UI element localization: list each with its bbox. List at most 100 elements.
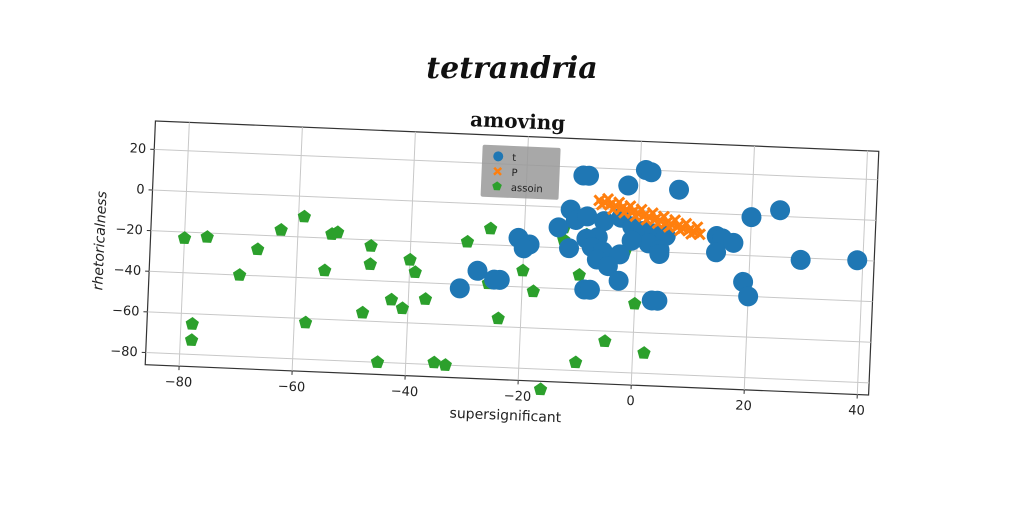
legend-marker-assoin: [492, 181, 502, 191]
data-point-t: [594, 211, 615, 232]
legend-label-assoin: assoin: [511, 183, 543, 195]
data-point-t: [484, 269, 505, 290]
data-point-assoin: [460, 234, 475, 248]
data-point-assoin: [363, 257, 377, 271]
x-tick-label: −40: [390, 384, 418, 400]
x-tick-label: −20: [503, 389, 531, 405]
data-point-t: [647, 290, 668, 311]
y-tick-label: 0: [136, 182, 145, 197]
plot-area: −80 −60 −40 −20 0 20 40 20 0 −20 −40 −60 −80 amoving…: [90, 107, 880, 427]
data-point-assoin: [572, 268, 586, 281]
data-point-t: [847, 250, 868, 271]
legend-marker-t: [493, 151, 504, 162]
data-point-assoin: [364, 238, 378, 252]
data-layer: [177, 159, 868, 396]
data-point-assoin: [484, 221, 498, 235]
data-point-assoin: [200, 230, 214, 243]
data-point-assoin: [251, 242, 265, 256]
x-tick-label: 40: [848, 403, 865, 419]
x-tick-label: 20: [735, 398, 752, 414]
data-point-assoin: [370, 355, 385, 369]
data-point-P: [635, 203, 648, 216]
y-gridline: [145, 352, 870, 384]
data-point-assoin: [516, 263, 530, 277]
legend-label-t: t: [512, 153, 516, 164]
data-point-t: [597, 256, 618, 277]
x-tick-label: −80: [164, 375, 192, 391]
data-point-t: [770, 200, 791, 221]
data-point-P: [612, 196, 626, 209]
data-point-assoin: [427, 355, 441, 369]
data-point-assoin: [628, 296, 642, 310]
data-point-assoin: [568, 355, 583, 369]
data-point-t: [608, 270, 629, 291]
x-axis-label: supersignificant: [449, 406, 562, 427]
data-point-P: [601, 192, 615, 206]
data-point-t: [738, 286, 759, 307]
data-point-assoin: [331, 225, 345, 239]
data-point-assoin: [408, 265, 422, 279]
legend-marker-P: [493, 166, 503, 176]
data-point-assoin: [637, 346, 651, 359]
data-point-t: [548, 217, 569, 238]
data-point-assoin: [318, 263, 332, 277]
data-point-assoin: [298, 315, 313, 329]
y-tick-label: −60: [112, 303, 140, 319]
data-point-assoin: [533, 382, 548, 396]
data-point-t: [577, 206, 598, 227]
data-point-t: [467, 260, 488, 281]
x-tick-label: −60: [277, 379, 305, 395]
data-point-assoin: [274, 223, 288, 236]
data-point-t: [449, 278, 470, 299]
y-axis-label: rhetoricalness: [90, 191, 110, 291]
y-tick-label: 20: [129, 141, 146, 157]
data-point-assoin: [598, 334, 612, 348]
data-point-assoin: [297, 209, 312, 223]
data-point-P: [624, 199, 637, 213]
axis-ticks: −80 −60 −40 −20 0 20 40 20 0 −20 −40 −60 −80: [110, 141, 865, 419]
chart-title: amoving: [470, 107, 566, 135]
data-point-t: [513, 238, 534, 259]
x-tick-label: 0: [626, 394, 635, 409]
data-point-t: [579, 165, 600, 186]
data-point-assoin: [232, 268, 247, 281]
data-point-t: [621, 230, 642, 251]
data-point-assoin: [526, 284, 541, 298]
x-gridline: [291, 127, 303, 371]
plot-frame: [144, 120, 880, 396]
data-point-P: [646, 206, 659, 220]
data-point-t: [618, 175, 639, 196]
y-gridline: [147, 311, 871, 343]
data-point-assoin: [418, 292, 433, 305]
x-gridline: [743, 146, 755, 390]
data-point-assoin: [395, 301, 410, 315]
data-point-assoin: [384, 292, 399, 306]
data-point-P: [668, 213, 682, 227]
data-point-P: [679, 217, 693, 230]
data-point-assoin: [438, 358, 452, 371]
data-point-P: [691, 220, 704, 234]
chart-suptitle: tetrandria: [426, 51, 597, 86]
data-point-t: [790, 249, 811, 270]
data-point-t: [723, 232, 744, 253]
data-point-t: [579, 279, 600, 300]
data-point-assoin: [177, 231, 192, 245]
y-tick-label: −40: [113, 263, 141, 279]
x-gridline: [856, 150, 868, 395]
x-gridline: [630, 141, 642, 386]
data-point-assoin: [491, 311, 505, 325]
data-point-assoin: [184, 333, 199, 347]
data-point-t: [706, 242, 727, 263]
x-gridline: [178, 122, 190, 367]
data-point-t: [669, 179, 690, 200]
data-point-t: [641, 162, 662, 183]
data-point-t: [559, 238, 580, 259]
y-tick-label: −80: [110, 344, 138, 360]
data-point-assoin: [185, 316, 199, 330]
data-point-t: [649, 244, 670, 265]
data-point-assoin: [355, 305, 370, 319]
data-point-t: [741, 207, 762, 228]
data-point-assoin: [403, 252, 417, 266]
